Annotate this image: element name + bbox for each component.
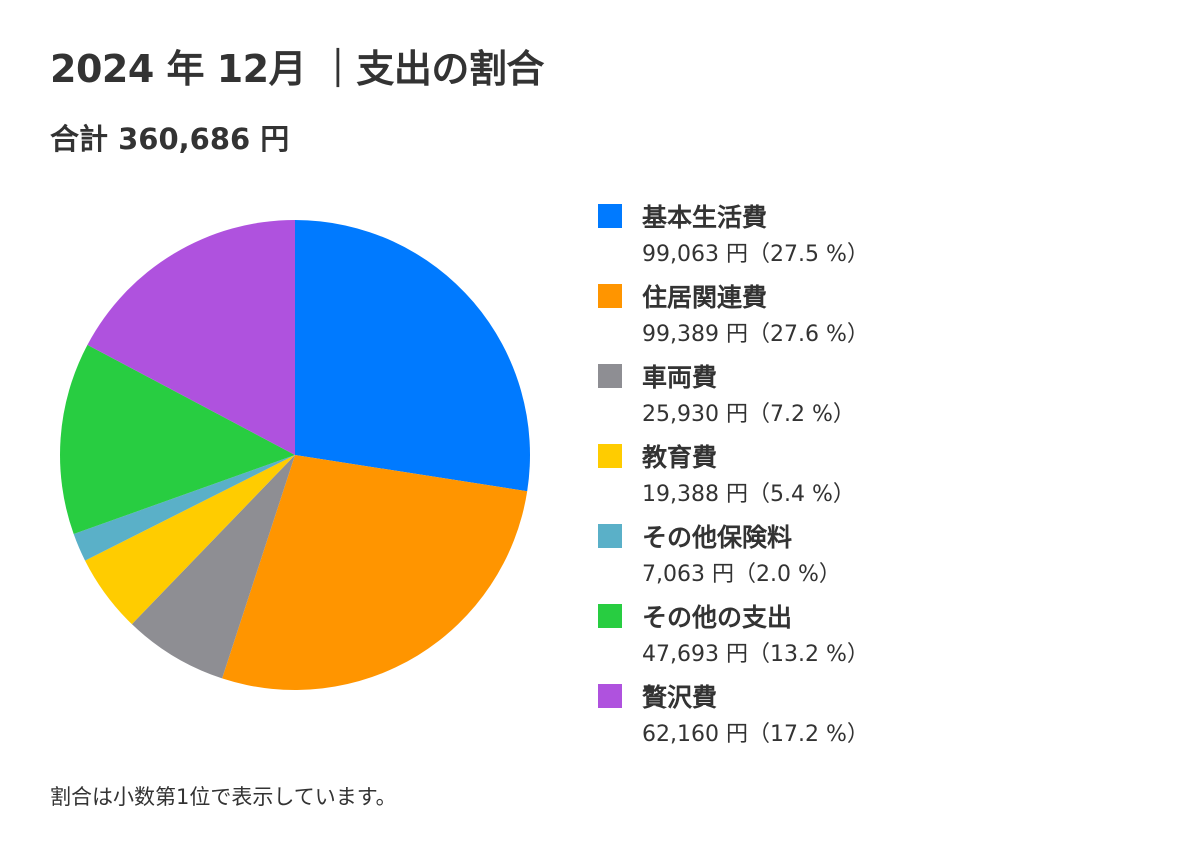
legend-label: 住居関連費 [642,283,768,312]
legend-item: 贅沢費 62,160 円（17.2 %） [598,678,1178,758]
legend-value: 19,388 円（5.4 %） [642,482,855,507]
pie-slice-4 [85,455,295,625]
legend-label: その他の支出 [642,603,793,632]
legend-label: その他保険料 [642,523,793,552]
legend-swatch [598,204,622,228]
chart-title: 2024 年 12月 ｜支出の割合 [50,47,544,91]
legend-item: その他の支出 47,693 円（13.2 %） [598,598,1178,678]
legend-item: 住居関連費 99,389 円（27.6 %） [598,278,1178,358]
legend-item: 教育費 19,388 円（5.4 %） [598,438,1178,518]
legend-item: 車両費 25,930 円（7.2 %） [598,358,1178,438]
legend-value: 99,063 円（27.5 %） [642,242,869,267]
pie-chart [60,220,531,690]
legend-swatch [598,444,622,468]
legend-value: 99,389 円（27.6 %） [642,322,869,347]
legend-swatch [598,684,622,708]
pie-slice-5 [73,455,296,561]
legend-value: 62,160 円（17.2 %） [642,722,869,747]
pie-slice-1 [295,220,531,492]
legend-swatch [598,364,622,388]
legend-label: 贅沢費 [642,683,718,712]
chart-total: 合計 360,686 円 [50,122,290,156]
legend-swatch [598,604,622,628]
legend-value: 47,693 円（13.2 %） [642,642,869,667]
legend-item: 基本生活費 99,063 円（27.5 %） [598,198,1178,278]
legend-swatch [598,284,622,308]
legend-value: 7,063 円（2.0 %） [642,562,841,587]
legend-label: 車両費 [642,363,718,392]
legend-swatch [598,524,622,548]
legend-label: 基本生活費 [642,203,768,232]
footnote: 割合は小数第1位で表示しています。 [50,785,397,809]
legend-label: 教育費 [642,443,718,472]
legend-value: 25,930 円（7.2 %） [642,402,855,427]
pie-slice-2 [222,455,528,690]
legend: 基本生活費 99,063 円（27.5 %） 住居関連費 99,389 円（27.6 … [598,198,1178,758]
legend-item: その他保険料 7,063 円（2.0 %） [598,518,1178,598]
pie-slice-6 [60,344,295,534]
pie-slice-3 [131,455,295,679]
pie-slice-7 [87,220,296,455]
